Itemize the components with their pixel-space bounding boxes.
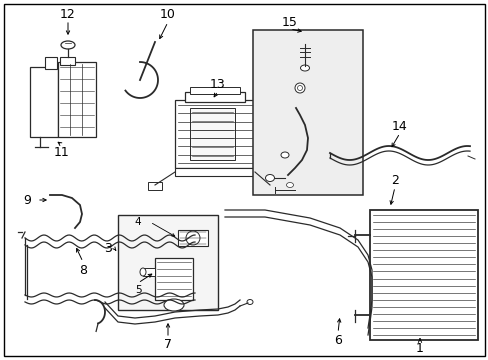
Ellipse shape [265, 175, 274, 181]
Text: 5: 5 [134, 285, 141, 295]
Text: 12: 12 [60, 8, 76, 21]
Bar [369, 210, 477, 340]
Text: 13: 13 [210, 77, 225, 90]
Ellipse shape [246, 300, 252, 305]
Bar [175, 168, 254, 176]
Text: 7: 7 [163, 338, 172, 351]
Bar [45, 57, 57, 69]
Bar [190, 108, 235, 160]
Ellipse shape [297, 86, 302, 90]
Text: 9: 9 [23, 194, 31, 207]
Text: 11: 11 [54, 145, 70, 158]
Ellipse shape [140, 268, 146, 276]
Bar [118, 215, 218, 310]
Bar [252, 30, 362, 195]
Ellipse shape [294, 83, 305, 93]
Bar [178, 230, 207, 246]
Text: 4: 4 [134, 217, 141, 227]
Text: 15: 15 [282, 15, 297, 28]
Text: 10: 10 [160, 8, 176, 21]
Bar [142, 268, 155, 276]
Ellipse shape [163, 299, 183, 311]
Text: 1: 1 [415, 342, 423, 355]
Bar [58, 62, 96, 137]
Ellipse shape [300, 65, 309, 71]
Text: 6: 6 [333, 333, 341, 346]
Bar [60, 57, 75, 65]
Ellipse shape [286, 183, 293, 188]
Bar [155, 258, 193, 300]
Bar [269, 182, 284, 190]
Ellipse shape [281, 152, 288, 158]
Bar [30, 67, 58, 137]
Bar [184, 92, 244, 102]
Bar [175, 100, 254, 168]
Text: 14: 14 [391, 120, 407, 132]
Bar [190, 87, 240, 94]
Text: 8: 8 [79, 264, 87, 276]
Text: 2: 2 [390, 174, 398, 186]
Text: 3: 3 [104, 242, 112, 255]
Ellipse shape [61, 41, 75, 49]
Ellipse shape [185, 231, 200, 245]
Bar [148, 182, 162, 190]
